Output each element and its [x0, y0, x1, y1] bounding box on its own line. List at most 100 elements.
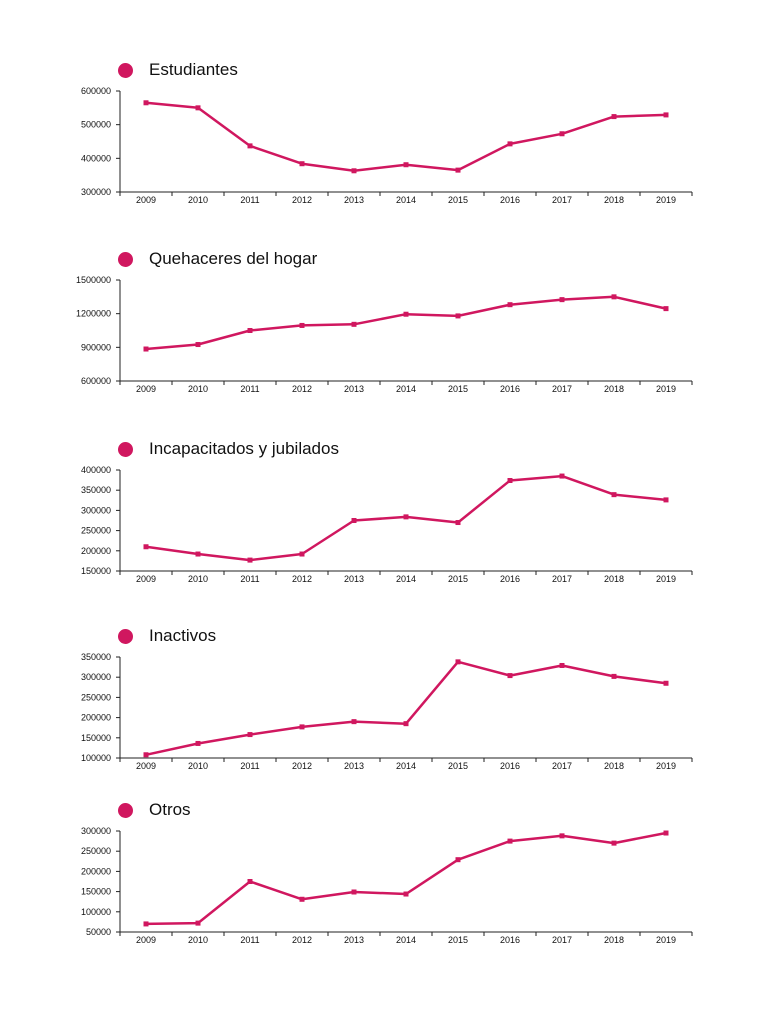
chart-panel-incapacitados-y-jubilados: Incapacitados y jubilados 150000 200000 25…: [0, 438, 763, 588]
data-point: [455, 313, 461, 319]
y-tick-label: 400000: [81, 153, 111, 163]
x-tick-label: 2012: [292, 935, 312, 945]
x-tick-label: 2017: [552, 384, 572, 394]
x-tick-label: 2009: [136, 935, 156, 945]
line-chart-otros: 50000 100000 150000 200000 250000 300000 2009 2…: [81, 826, 693, 945]
data-point: [611, 294, 617, 300]
data-point: [611, 492, 617, 498]
chart-header: Inactivos: [118, 625, 216, 647]
data-point: [195, 105, 201, 111]
data-point: [507, 302, 513, 308]
data-point: [611, 840, 617, 846]
x-tick-label: 2014: [396, 761, 416, 771]
data-point: [195, 920, 201, 926]
y-tick-label: 200000: [81, 713, 111, 723]
y-tick-label: 250000: [81, 692, 111, 702]
data-point: [403, 514, 409, 520]
data-point: [611, 673, 617, 679]
y-tick-label: 150000: [81, 887, 111, 897]
x-tick-label: 2011: [240, 384, 259, 394]
x-tick-label: 2015: [448, 574, 468, 584]
x-tick-label: 2015: [448, 935, 468, 945]
data-point: [455, 520, 461, 526]
x-tick-label: 2010: [188, 574, 208, 584]
x-tick-label: 2015: [448, 761, 468, 771]
x-tick-label: 2016: [500, 384, 520, 394]
y-tick-label: 900000: [81, 342, 111, 352]
y-tick-label: 200000: [81, 866, 111, 876]
data-point: [247, 732, 253, 738]
x-tick-label: 2017: [552, 761, 572, 771]
data-point: [351, 719, 357, 725]
data-point: [351, 518, 357, 523]
y-tick-label: 150000: [81, 566, 111, 576]
data-point: [299, 896, 305, 902]
chart-title: Otros: [149, 800, 191, 819]
x-tick-label: 2018: [604, 761, 624, 771]
y-tick-label: 300000: [81, 672, 111, 682]
y-tick-label: 350000: [81, 485, 111, 495]
x-tick-label: 2017: [552, 574, 572, 584]
x-tick-label: 2016: [500, 574, 520, 584]
data-point: [143, 752, 149, 758]
data-point: [247, 557, 253, 563]
x-tick-label: 2013: [344, 935, 364, 945]
data-point: [143, 921, 149, 927]
data-point: [143, 100, 149, 106]
x-tick-label: 2012: [292, 761, 312, 771]
x-tick-label: 2019: [656, 935, 676, 945]
x-tick-label: 2014: [396, 574, 416, 584]
x-tick-label: 2019: [656, 574, 676, 584]
x-tick-label: 2011: [240, 574, 259, 584]
x-tick-label: 2019: [656, 761, 676, 771]
data-point: [351, 889, 357, 895]
y-tick-label: 1200000: [76, 309, 111, 319]
legend-dot-icon: [118, 628, 133, 644]
data-point: [611, 114, 617, 120]
y-tick-label: 600000: [81, 86, 111, 96]
data-point: [351, 321, 357, 327]
chart-header: Quehaceres del hogar: [118, 248, 317, 270]
y-tick-label: 200000: [81, 546, 111, 556]
data-point: [559, 833, 565, 839]
chart-title: Incapacitados y jubilados: [149, 439, 339, 458]
data-point: [247, 143, 253, 149]
x-tick-label: 2018: [604, 384, 624, 394]
x-tick-label: 2009: [136, 195, 156, 205]
legend-dot-icon: [118, 441, 133, 457]
y-tick-label: 100000: [81, 753, 111, 763]
x-tick-label: 2019: [656, 384, 676, 394]
data-point: [663, 306, 669, 312]
y-tick-label: 600000: [81, 376, 111, 386]
x-tick-label: 2019: [656, 195, 676, 205]
x-tick-label: 2015: [448, 384, 468, 394]
data-point: [247, 879, 253, 884]
data-point: [299, 551, 305, 557]
x-tick-label: 2011: [240, 195, 259, 205]
series-line: [145, 295, 667, 351]
y-tick-label: 150000: [81, 733, 111, 743]
data-point: [559, 297, 565, 303]
data-point: [663, 680, 669, 686]
line-chart-inactivos: 100000 150000 200000 250000 300000 350000 2009…: [81, 652, 693, 771]
data-point: [299, 322, 305, 328]
x-tick-label: 2013: [344, 384, 364, 394]
x-tick-label: 2009: [136, 384, 156, 394]
data-point: [247, 328, 253, 333]
data-point: [507, 478, 513, 484]
x-tick-label: 2018: [604, 574, 624, 584]
y-tick-label: 350000: [81, 652, 111, 662]
data-point: [299, 724, 305, 730]
x-tick-label: 2016: [500, 195, 520, 205]
series-line: [145, 831, 667, 926]
y-tick-label: 400000: [81, 465, 111, 475]
x-tick-label: 2013: [344, 574, 364, 584]
data-point: [455, 167, 461, 173]
chart-panel-quehaceres-del-hogar: Quehaceres del hogar 600000 900000 1200000…: [0, 248, 763, 398]
chart-title: Estudiantes: [149, 60, 238, 79]
x-tick-label: 2014: [396, 384, 416, 394]
x-tick-label: 2014: [396, 935, 416, 945]
x-tick-label: 2011: [240, 935, 259, 945]
data-point: [507, 838, 513, 844]
